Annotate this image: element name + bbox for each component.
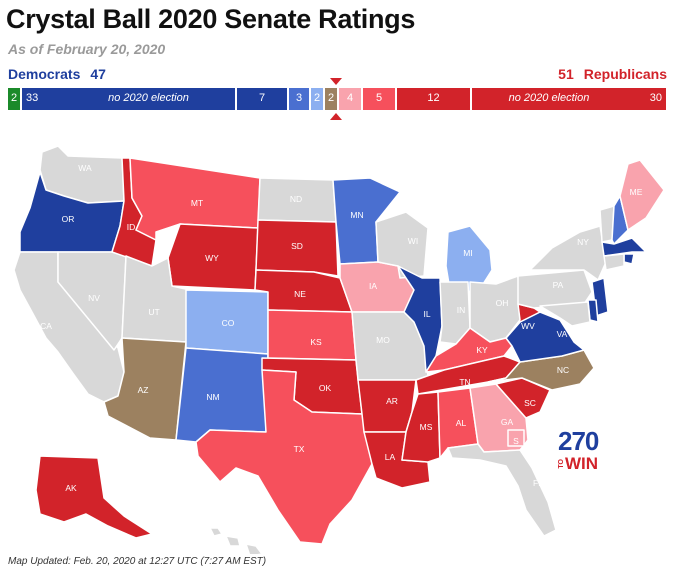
state-fl[interactable] bbox=[447, 443, 557, 537]
bar-seg-toss-up[interactable]: 2 bbox=[325, 88, 339, 110]
state-label-ky: KY bbox=[476, 345, 488, 355]
state-label-va: VA bbox=[557, 329, 568, 339]
state-label-ms: MS bbox=[420, 422, 433, 432]
state-label-wy: WY bbox=[205, 253, 219, 263]
bar-seg-d-no-election[interactable]: 33 no 2020 election bbox=[22, 88, 237, 110]
state-label-nm: NM bbox=[206, 392, 219, 402]
majority-marker-bottom bbox=[330, 113, 342, 120]
state-label-mo: MO bbox=[376, 335, 390, 345]
state-label-mt: MT bbox=[191, 198, 203, 208]
state-label-co: CO bbox=[222, 318, 235, 328]
state-label-az: AZ bbox=[138, 385, 149, 395]
state-nc[interactable] bbox=[487, 349, 595, 391]
state-label-pa: PA bbox=[553, 280, 564, 290]
bar-seg-safe-r[interactable]: 12 bbox=[397, 88, 472, 110]
state-label-ks: KS bbox=[310, 337, 322, 347]
us-senate-map: WA OR CA NV ID MT WY UT AZ CO NM ND SD NE KS OK TX MN IA MO… bbox=[13, 145, 665, 554]
state-ar[interactable] bbox=[357, 379, 417, 433]
bar-seg-r-no-election[interactable]: no 2020 election 30 bbox=[472, 88, 666, 110]
bar-seg-independent[interactable]: 2 bbox=[8, 88, 22, 110]
state-label-ut: UT bbox=[148, 307, 159, 317]
state-label-tx: TX bbox=[294, 444, 305, 454]
state-label-tn: TN bbox=[459, 377, 470, 387]
as-of-date: As of February 20, 2020 bbox=[8, 41, 166, 57]
state-label-fl: FL bbox=[533, 478, 543, 488]
bar-seg-safe-d[interactable]: 7 bbox=[237, 88, 289, 110]
bar-seg-likely-d[interactable]: 3 bbox=[289, 88, 311, 110]
state-s[interactable] bbox=[507, 429, 525, 447]
state-me[interactable] bbox=[619, 159, 665, 231]
bar-seg-lean-r[interactable]: 4 bbox=[339, 88, 363, 110]
page-title: Crystal Ball 2020 Senate Ratings bbox=[6, 4, 416, 34]
bar-seg-likely-r[interactable]: 5 bbox=[363, 88, 397, 110]
state-label-ny: NY bbox=[577, 237, 589, 247]
state-ms[interactable] bbox=[401, 391, 441, 463]
state-label-nd: ND bbox=[290, 194, 302, 204]
state-label-wv: WV bbox=[521, 321, 535, 331]
state-nh[interactable] bbox=[611, 195, 629, 245]
state-label-mn: MN bbox=[350, 210, 363, 220]
republicans-label: Republicans bbox=[583, 66, 667, 82]
state-ks[interactable] bbox=[267, 309, 357, 361]
state-md[interactable] bbox=[539, 301, 591, 327]
seat-balance-bar: 2 33 no 2020 election 7 3 2 2 4 5 12 no 2… bbox=[8, 88, 666, 110]
state-label-or: OR bbox=[62, 214, 75, 224]
logo-270: 270 bbox=[558, 426, 599, 456]
state-ct[interactable] bbox=[603, 253, 625, 271]
state-label-ia: IA bbox=[369, 281, 377, 291]
state-ri[interactable] bbox=[623, 253, 635, 265]
logo-to: TO bbox=[558, 459, 565, 469]
state-label-la: LA bbox=[385, 452, 396, 462]
state-mi[interactable] bbox=[445, 225, 493, 293]
state-label-nc: NC bbox=[557, 365, 569, 375]
majority-marker-top bbox=[330, 78, 342, 85]
democrats-label: Democrats bbox=[8, 66, 81, 82]
state-label-nv: NV bbox=[88, 293, 100, 303]
state-label-ga: GA bbox=[501, 417, 514, 427]
state-label-ne: NE bbox=[294, 289, 306, 299]
state-label-ca: CA bbox=[40, 321, 52, 331]
logo-win: WIN bbox=[565, 454, 599, 473]
270towin-logo: 270 TOWIN bbox=[558, 428, 608, 488]
state-label-il: IL bbox=[423, 309, 430, 319]
state-label-ar: AR bbox=[386, 396, 398, 406]
democrats-total: Democrats 47 bbox=[8, 66, 116, 82]
state-ak[interactable] bbox=[35, 455, 153, 539]
state-label-oh: OH bbox=[496, 298, 509, 308]
state-label-id: ID bbox=[127, 222, 136, 232]
state-label-me: ME bbox=[630, 187, 643, 197]
state-label-ak: AK bbox=[65, 483, 77, 493]
state-label-ok: OK bbox=[319, 383, 332, 393]
state-label-al: AL bbox=[456, 418, 467, 428]
state-nm[interactable] bbox=[175, 347, 269, 443]
map-updated-note: Map Updated: Feb. 20, 2020 at 12:27 UTC … bbox=[8, 556, 267, 567]
state-wy[interactable] bbox=[167, 223, 259, 291]
state-label-wa: WA bbox=[78, 163, 92, 173]
state-tx[interactable] bbox=[195, 369, 373, 545]
state-label-sd: SD bbox=[291, 241, 303, 251]
state-label-mi: MI bbox=[463, 248, 472, 258]
democrats-count: 47 bbox=[90, 66, 106, 82]
republicans-count: 51 bbox=[558, 66, 574, 82]
state-label-wi: WI bbox=[408, 236, 418, 246]
state-label-in: IN bbox=[457, 305, 466, 315]
state-label-sc: SC bbox=[524, 398, 536, 408]
state-label-s: S bbox=[513, 436, 519, 446]
republicans-total: 51 Republicans bbox=[548, 66, 667, 82]
bar-seg-lean-d[interactable]: 2 bbox=[311, 88, 325, 110]
state-hi[interactable] bbox=[209, 527, 263, 554]
